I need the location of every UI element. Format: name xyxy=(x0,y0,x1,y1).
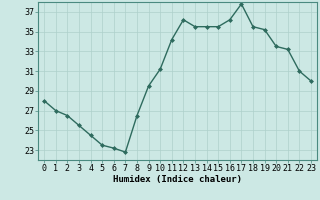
X-axis label: Humidex (Indice chaleur): Humidex (Indice chaleur) xyxy=(113,175,242,184)
